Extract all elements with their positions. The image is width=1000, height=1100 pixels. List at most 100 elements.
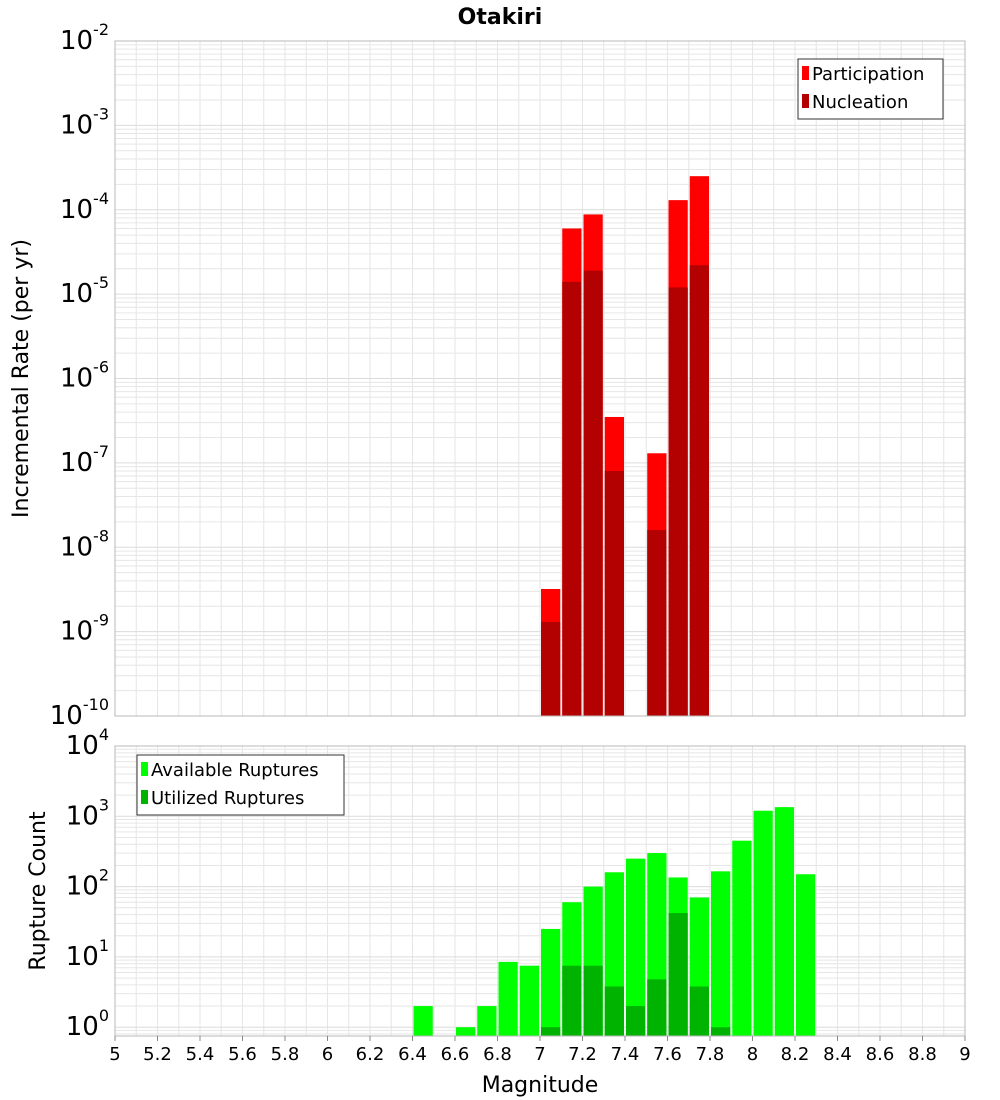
x-tick-label: 6 (322, 1044, 333, 1065)
bar (519, 965, 539, 1036)
bar (647, 530, 667, 716)
y-tick-label: 102 (66, 866, 109, 902)
x-tick-label: 7.6 (653, 1044, 682, 1065)
bar (562, 281, 582, 716)
y-tick-exponent: -5 (93, 273, 109, 292)
y-tick-base: 10 (60, 279, 93, 309)
y-tick-label: 10-9 (60, 611, 109, 647)
x-tick-label: 7.2 (568, 1044, 597, 1065)
y-tick-exponent: -10 (83, 695, 109, 714)
bar (583, 270, 603, 716)
x-tick-label: 6.2 (356, 1044, 385, 1065)
bar (732, 840, 752, 1036)
legend: Participation Nucleation (797, 58, 944, 120)
x-tick-label: 6.8 (483, 1044, 512, 1065)
y-tick-exponent: 3 (99, 795, 109, 814)
y-tick-label: 10-10 (50, 695, 109, 731)
y-tick-base: 10 (66, 801, 99, 831)
y-tick-exponent: 2 (99, 866, 109, 885)
y-tick-label: 10-6 (60, 358, 109, 394)
plot-frame (114, 40, 966, 717)
y-tick-label: 103 (66, 795, 109, 831)
bar (626, 1006, 646, 1036)
y-tick-base: 10 (60, 110, 93, 140)
legend-label: Nucleation (812, 92, 908, 113)
y-tick-base: 10 (60, 532, 93, 562)
series-utilized-ruptures (541, 913, 731, 1036)
y-tick-base: 10 (60, 617, 93, 647)
bar (477, 1006, 497, 1036)
x-tick-label: 6.4 (398, 1044, 427, 1065)
x-tick-label: 5.6 (228, 1044, 257, 1065)
bar (583, 965, 603, 1036)
y-tick-exponent: 0 (99, 1006, 109, 1025)
bar (541, 928, 561, 1036)
y-tick-label: 101 (66, 936, 109, 972)
y-tick-base: 10 (50, 701, 83, 731)
y-tick-exponent: -4 (93, 189, 109, 208)
x-tick-label: 5.8 (271, 1044, 300, 1065)
y-tick-label: 10-5 (60, 273, 109, 309)
y-axis-label: Rupture Count (26, 811, 51, 971)
x-tick-label: 8 (747, 1044, 758, 1065)
bar (711, 1027, 731, 1036)
y-tick-base: 10 (60, 195, 93, 225)
bar (796, 874, 816, 1036)
x-tick-label: 8.6 (866, 1044, 895, 1065)
y-tick-base: 10 (66, 942, 99, 972)
bar (541, 622, 561, 716)
y-tick-label: 104 (66, 725, 109, 761)
y-tick-exponent: -3 (93, 104, 109, 123)
legend-swatch (141, 762, 148, 776)
legend: Available Ruptures Utilized Ruptures (136, 754, 345, 816)
bar (689, 265, 709, 716)
bar (604, 986, 624, 1036)
legend-label: Utilized Ruptures (151, 788, 304, 809)
bar (541, 1027, 561, 1036)
series-nucleation (541, 265, 709, 716)
legend-swatch (802, 66, 809, 80)
grid (114, 40, 966, 717)
x-tick-label: 7 (534, 1044, 545, 1065)
x-tick-label: 5.4 (186, 1044, 215, 1065)
bar (562, 965, 582, 1036)
x-tick-label: 7.8 (696, 1044, 725, 1065)
y-tick-base: 10 (60, 26, 93, 56)
y-tick-exponent: 4 (99, 725, 109, 744)
bar (413, 1006, 433, 1036)
x-tick-label: 8.4 (823, 1044, 852, 1065)
y-tick-label: 100 (66, 1006, 109, 1042)
bar (626, 858, 646, 1036)
legend-box (797, 58, 944, 120)
y-tick-base: 10 (60, 364, 93, 394)
y-tick-label: 10-4 (60, 189, 109, 225)
bar (753, 810, 773, 1036)
bar (668, 913, 688, 1036)
y-tick-label: 10-2 (60, 20, 109, 56)
bar (647, 979, 667, 1036)
y-tick-base: 10 (60, 448, 93, 478)
legend-box (136, 754, 345, 816)
y-tick-exponent: -8 (93, 526, 109, 545)
x-tick-label: 9 (959, 1044, 970, 1065)
bar (774, 807, 794, 1036)
bar (498, 961, 518, 1036)
y-tick-label: 10-8 (60, 526, 109, 562)
y-tick-exponent: 1 (99, 936, 109, 955)
bar (456, 1027, 476, 1036)
y-tick-exponent: -9 (93, 611, 109, 630)
y-axis-label: Incremental Rate (per yr) (9, 239, 34, 518)
y-tick-base: 10 (66, 731, 99, 761)
y-tick-label: 10-7 (60, 442, 109, 478)
incremental-rate-panel: 10-1010-910-810-710-610-510-410-310-2Inc… (9, 20, 966, 731)
x-tick-label: 5 (109, 1044, 120, 1065)
bar (711, 871, 731, 1036)
x-tick-label: 8.8 (908, 1044, 937, 1065)
y-tick-base: 10 (66, 1012, 99, 1042)
chart-title: Otakiri (458, 5, 543, 30)
legend-label: Participation (812, 64, 924, 85)
x-tick-label: 6.6 (441, 1044, 470, 1065)
legend-swatch (802, 94, 809, 108)
y-tick-exponent: -2 (93, 20, 109, 39)
